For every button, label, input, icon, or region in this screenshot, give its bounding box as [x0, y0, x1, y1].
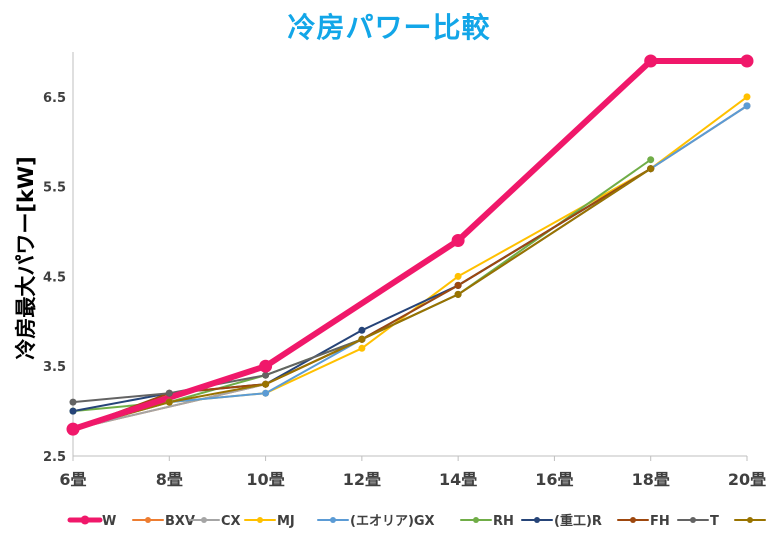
data-point [647, 165, 655, 173]
series-line-7 [72, 167, 652, 431]
legend-label: T [710, 514, 719, 529]
legend-marker [257, 517, 263, 523]
legend-label: W [102, 514, 116, 529]
legend-marker [630, 517, 636, 523]
data-point [740, 54, 754, 68]
data-point [165, 389, 173, 397]
x-tick-label: 14畳 [439, 470, 477, 489]
data-point [743, 93, 751, 101]
legend-label: (重工)R [554, 513, 602, 529]
x-tick-label: 20畳 [728, 470, 766, 489]
data-point [454, 290, 462, 298]
x-tick-label: 12畳 [343, 470, 381, 489]
data-point [262, 389, 270, 397]
data-point [69, 398, 77, 406]
data-point [647, 156, 655, 164]
series-points [66, 54, 754, 436]
y-tick-label: 2.5 [43, 450, 66, 465]
legend-marker [473, 517, 479, 523]
series-line-1 [72, 104, 748, 431]
data-point [358, 326, 366, 334]
legend-marker [747, 517, 753, 523]
data-point [358, 344, 366, 352]
x-tick-label: 16畳 [535, 470, 573, 489]
series-line-8 [72, 167, 652, 404]
y-axis-label: 冷房最大パワー[kW] [14, 156, 38, 359]
legend-marker [690, 517, 696, 523]
series-line-0 [70, 58, 750, 433]
chart-axes [72, 52, 747, 457]
legend-marker [330, 517, 336, 523]
series-line-4 [72, 104, 748, 431]
data-point [454, 281, 462, 289]
series-line-6 [72, 167, 652, 413]
data-point [259, 359, 273, 373]
series-lines [70, 58, 750, 433]
y-tick-label: 6.5 [43, 91, 66, 106]
x-axis-ticks: 6畳 8畳 10畳 12畳 14畳 16畳 18畳 20畳 [59, 456, 766, 489]
y-tick-label: 3.5 [43, 360, 66, 375]
legend-marker [145, 517, 151, 523]
legend-label: (エオリア)GX [350, 514, 435, 529]
legend-label: FH [650, 514, 670, 529]
legend-marker [201, 517, 207, 523]
chart-title: 冷房パワー比較 [287, 11, 491, 44]
data-point [262, 371, 270, 379]
chart-legend: W BXV CX MJ (エオリア)GX RH (重工)R FH T [67, 513, 766, 529]
series-line-2 [72, 104, 748, 431]
legend-marker [534, 517, 540, 523]
series-line-3 [72, 95, 748, 431]
legend-label: MJ [277, 514, 295, 529]
legend-label: CX [221, 514, 241, 529]
data-point [66, 422, 80, 436]
legend-marker [80, 515, 90, 525]
data-point [262, 380, 270, 388]
legend-label: RH [493, 514, 514, 529]
data-point [454, 272, 462, 280]
y-axis-ticks: 2.5 3.5 4.5 5.5 6.5 [43, 91, 66, 465]
y-tick-label: 4.5 [43, 270, 66, 285]
x-tick-label: 10畳 [246, 470, 284, 489]
x-tick-label: 6畳 [59, 470, 86, 489]
legend-label: BXV [165, 514, 195, 529]
data-point [644, 54, 658, 68]
series-line-5 [72, 158, 652, 413]
data-point [165, 398, 173, 406]
series-line-9 [72, 167, 652, 431]
x-tick-label: 8畳 [156, 470, 183, 489]
y-tick-label: 5.5 [43, 181, 66, 196]
data-point [358, 335, 366, 343]
data-point [743, 102, 751, 110]
data-point [451, 234, 465, 247]
x-tick-label: 18畳 [632, 470, 670, 489]
data-point [69, 407, 77, 415]
